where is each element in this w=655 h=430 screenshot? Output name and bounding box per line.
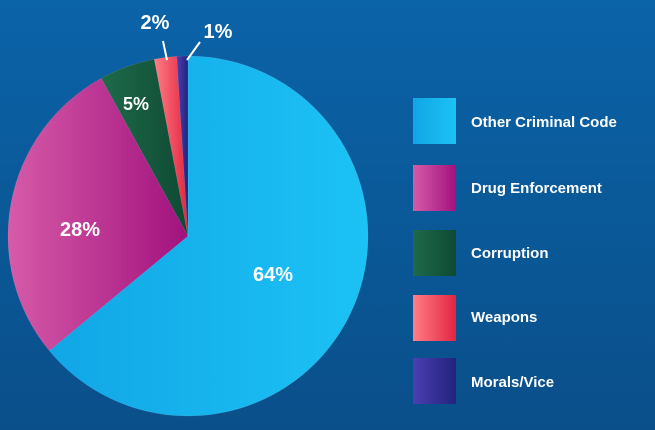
leader-line-morals-vice [186,41,201,61]
legend-swatch-weapons [413,295,456,341]
legend-swatch-corruption [413,230,456,276]
slice-label-drug-enforcement: 28% [60,219,100,241]
legend-label-weapons: Weapons [471,309,537,326]
slice-labels: 64% 28% 5% 2% 1% [60,12,293,286]
pie-slice-other-criminal-code [48,55,369,417]
slice-label-weapons: 2% [141,12,170,34]
pie-slices [7,55,369,417]
legend-label-morals-vice: Morals/Vice [471,374,554,391]
legend-swatch-other-criminal-code [413,98,456,144]
leader-line-weapons [162,40,168,61]
legend-label-other-criminal-code: Other Criminal Code [471,114,617,131]
legend-swatch-morals-vice [413,358,456,404]
slice-label-corruption: 5% [123,94,149,114]
legend-label-corruption: Corruption [471,245,548,262]
pie-slice-corruption [100,58,189,237]
slice-label-other-criminal-code: 64% [253,264,293,286]
legend: Other Criminal Code Drug Enforcement Cor… [413,98,617,404]
slice-label-morals-vice: 1% [204,21,233,43]
pie-slice-morals-vice [176,55,189,237]
legend-label-drug-enforcement: Drug Enforcement [471,180,602,197]
pie-slice-drug-enforcement [7,77,189,352]
legend-swatch-drug-enforcement [413,165,456,211]
leader-lines [162,40,201,61]
